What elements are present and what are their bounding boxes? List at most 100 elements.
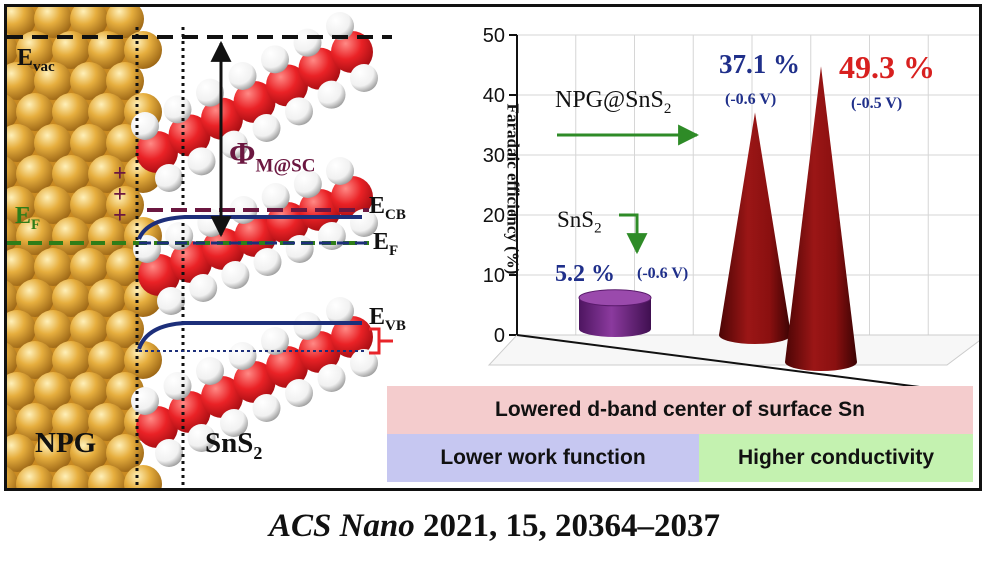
valence-band-line — [137, 321, 362, 350]
gold-atom — [7, 342, 18, 378]
sns2-layer1-s-atom — [187, 147, 216, 176]
y-axis-label: Faradaic efficiency (%) — [503, 103, 523, 275]
sns2-layer3-sn-atom — [233, 361, 276, 403]
sns2-layer3-sn-atom — [136, 406, 178, 448]
gold-atom — [16, 155, 54, 193]
sns2-layer2-sn-atom — [138, 254, 180, 296]
gold-atom — [16, 341, 54, 379]
banner-d-band: Lowered d-band center of surface Sn — [387, 386, 973, 434]
gold-atom — [7, 310, 36, 348]
gold-atom — [70, 7, 108, 38]
gold-atom — [16, 403, 54, 441]
gold-atom — [88, 217, 126, 255]
y-tick-label: 30 — [483, 145, 505, 167]
band-lines — [7, 27, 393, 488]
sns2-layer1-s-atom — [285, 97, 313, 126]
sns2-layer3-sn-atom — [168, 391, 211, 433]
gold-atom — [7, 434, 36, 472]
sns2-layer3-s-atom — [220, 409, 248, 437]
sns2-layer2-sn-atom — [266, 202, 309, 244]
gold-atom — [124, 31, 162, 69]
gold-atom — [70, 434, 108, 472]
sns2-layer1-s-atom — [163, 95, 192, 124]
gold-atom — [7, 156, 18, 192]
sns2-layer3-s-atom — [293, 312, 322, 340]
gold-atom — [34, 310, 72, 348]
gold-atom — [52, 465, 90, 488]
sns2-layer1-sn-atom — [168, 114, 211, 157]
sns2-layer1-s-atom — [155, 164, 183, 192]
gold-atom — [34, 62, 72, 100]
sns2-layer1-sn-atom — [298, 47, 341, 90]
gold-atom — [7, 32, 18, 68]
figure-graphic: 0 10 20 30 40 50 — [7, 7, 979, 488]
gold-atom — [16, 93, 54, 131]
gold-atom — [88, 341, 126, 379]
sns2-layer2-s-atom — [326, 157, 354, 185]
gold-atom — [34, 124, 72, 162]
gold-atom — [106, 310, 144, 348]
plus-mark: + — [113, 203, 127, 229]
gold-atom — [70, 186, 108, 224]
npg-sns2-annotation: NPG@SnS2 — [555, 87, 672, 117]
gold-atom — [7, 124, 36, 162]
sns2-layer3-s-atom — [187, 424, 216, 452]
gold-atom — [7, 94, 18, 130]
gold-atom — [106, 62, 144, 100]
sns2-layer1-s-atom — [293, 28, 322, 57]
sns2-layer3-s-atom — [252, 394, 281, 422]
sns2-layer3-s-atom — [228, 342, 257, 370]
npg-cone2-potential-label: (-0.5 V) — [851, 95, 903, 112]
evac-label: Evac — [17, 45, 55, 75]
gold-atom — [34, 186, 72, 224]
plus-mark: + — [113, 182, 127, 208]
sns2-layer1-sn-atom — [331, 31, 373, 73]
sns2-layer2-s-atom — [189, 274, 218, 302]
sns2-layer3-s-atom — [196, 357, 224, 385]
gold-atom — [88, 403, 126, 441]
gold-atom — [88, 279, 126, 317]
npg-label: NPG — [35, 427, 97, 459]
sns2-layer1-s-atom — [261, 45, 289, 74]
sns2-layer2-s-atom — [285, 235, 314, 263]
sns2-layer3-s-atom — [326, 297, 354, 325]
gold-atom — [106, 186, 144, 224]
sns2-annotation: SnS2 — [557, 207, 602, 237]
ecb-label: ECB — [369, 193, 406, 223]
gold-atom — [106, 434, 144, 472]
sns2-label: SnS2 — [205, 427, 263, 463]
gold-atom — [88, 31, 126, 69]
gold-atom — [52, 93, 90, 131]
gold-atom — [7, 248, 36, 286]
npg-sns2-cone — [719, 112, 791, 345]
gold-atom — [124, 465, 162, 488]
sns2-layer1-s-atom — [131, 112, 159, 140]
sns2-layer3-s-atom — [317, 364, 346, 392]
gold-atom — [52, 403, 90, 441]
sns2-layer3-sn-atom — [266, 346, 308, 388]
gold-atom — [52, 341, 90, 379]
sns2-layer1-sn-atom — [266, 64, 308, 107]
sns2-layer2-s-atom — [261, 183, 290, 211]
gold-atom — [7, 280, 18, 316]
gold-atom — [52, 31, 90, 69]
sns2-layer3-s-atom — [163, 372, 192, 400]
sns2-layer1-sn-atom — [233, 81, 276, 123]
sns2-layer1-sn-atom — [136, 131, 178, 173]
band-bending-bracket — [369, 327, 393, 355]
gold-atom — [106, 248, 144, 286]
y-tick-label: 20 — [483, 205, 505, 227]
gold-atom — [16, 217, 54, 255]
npg-cone1-value-label: 37.1 % — [719, 49, 800, 79]
sns2-layer2-s-atom — [253, 248, 282, 276]
gold-atom — [52, 279, 90, 317]
sns2-layer2-sn-atom — [234, 215, 277, 257]
evb-label: EVB — [369, 304, 406, 334]
banner-work-function: Lower work function — [387, 434, 699, 482]
sns2-layer3-s-atom — [131, 387, 159, 415]
citation: ACS Nano 2021, 15, 20364–2037 — [268, 508, 721, 544]
sns2-layer2-sn-atom — [331, 176, 373, 218]
conduction-band-line — [137, 215, 362, 240]
work-function-label: ΦM@SC — [229, 135, 316, 177]
ef-sc-label: EF — [373, 229, 399, 259]
